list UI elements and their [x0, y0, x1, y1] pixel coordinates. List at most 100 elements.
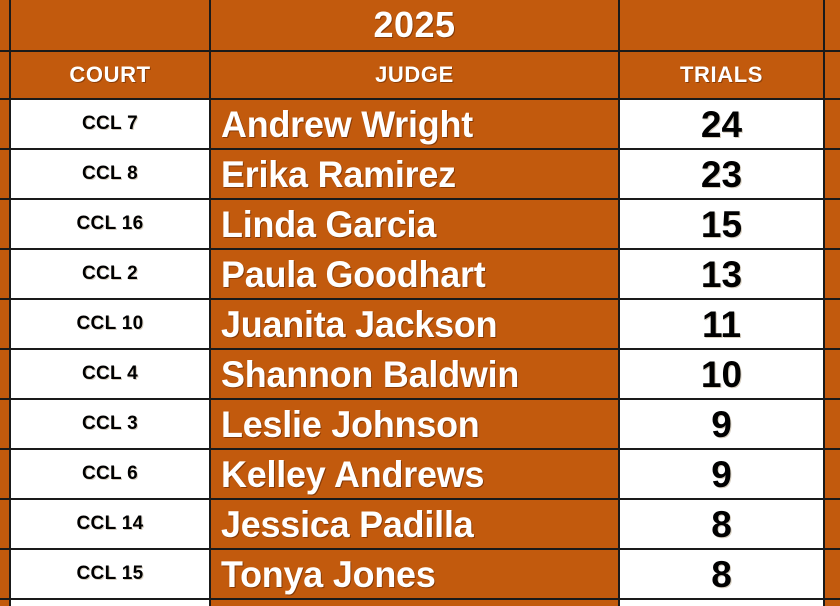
cell-trials-value: 9 [711, 403, 732, 445]
table-row[interactable]: CCL 10 Juanita Jackson 11 [0, 300, 840, 350]
cell-court[interactable]: CCL 8 [9, 150, 211, 198]
cell-trials[interactable]: 10 [620, 350, 825, 398]
row-right-gutter [825, 350, 840, 398]
cell-court[interactable]: CCL 15 [9, 550, 211, 598]
cell-court-label: CCL 16 [76, 213, 144, 234]
table-header-row: COURT JUDGE TRIALS [0, 52, 840, 100]
table-row[interactable]: CCL 2 Paula Goodhart 13 [0, 250, 840, 300]
cell-court[interactable]: CCL 4 [9, 350, 211, 398]
cell-court-label: CCL 8 [81, 163, 139, 184]
row-left-gutter [0, 350, 9, 398]
table-row[interactable]: CCL 6 Kelley Andrews 9 [0, 450, 840, 500]
table-row[interactable]: CCL 4 Shannon Baldwin 10 [0, 350, 840, 400]
cell-trials-value: 23 [700, 153, 743, 195]
table-row[interactable]: CCL 3 Leslie Johnson 9 [0, 400, 840, 450]
cell-trials-value: 10 [700, 353, 743, 395]
row-right-gutter [825, 550, 840, 598]
cell-trials[interactable]: 15 [620, 200, 825, 248]
cell-trials-value: 8 [711, 553, 732, 595]
column-header-trials[interactable]: TRIALS [620, 52, 825, 98]
title-year-cell: 2025 [211, 0, 620, 50]
row-left-gutter [0, 100, 9, 148]
cell-judge-label: Kelley Andrews [221, 453, 485, 495]
cell-court[interactable]: CCL 3 [9, 400, 211, 448]
cell-judge-label: Paula Goodhart [221, 253, 486, 295]
table-row[interactable]: CCL 15 Tonya Jones 8 [0, 550, 840, 600]
cell-court-label: CCL 6 [81, 463, 139, 484]
column-header-judge-label: JUDGE [375, 62, 454, 87]
column-header-judge[interactable]: JUDGE [211, 52, 620, 98]
cell-judge[interactable]: Leslie Johnson [211, 400, 620, 448]
table-title-row: 2025 [0, 0, 840, 52]
table-row[interactable]: CCL 14 Jessica Padilla 8 [0, 500, 840, 550]
cell-trials[interactable]: 8 [620, 550, 825, 598]
cell-judge-label: Juanita Jackson [221, 303, 498, 345]
cell-court[interactable]: CCL 14 [9, 500, 211, 548]
cell-court-label: CCL 10 [76, 313, 144, 334]
header-right-gutter [825, 52, 840, 98]
row-left-gutter [0, 300, 9, 348]
cell-court-label: CCL 2 [81, 263, 139, 284]
cell-judge[interactable]: Andrew Wright [211, 100, 620, 148]
column-header-trials-label: TRIALS [679, 62, 764, 87]
cell-court[interactable]: CCL 7 [9, 100, 211, 148]
cell-judge-label: Tonya Jones [221, 553, 436, 595]
cell-trials-value: 13 [700, 253, 743, 295]
column-header-court-label: COURT [69, 62, 151, 87]
table-row[interactable]: CCL 7 Andrew Wright 24 [0, 100, 840, 150]
cell-trials-value: 9 [711, 453, 732, 495]
cell-trials[interactable]: 9 [620, 400, 825, 448]
cell-judge[interactable]: Paula Goodhart [211, 250, 620, 298]
cell-trials[interactable]: 23 [620, 150, 825, 198]
row-right-gutter [825, 450, 840, 498]
cell-judge[interactable]: Jessica Padilla [211, 500, 620, 548]
cell-court-label: CCL 15 [76, 563, 144, 584]
column-header-court[interactable]: COURT [9, 52, 211, 98]
table-row[interactable]: CCL 8 Erika Ramirez 23 [0, 150, 840, 200]
header-left-gutter [0, 52, 9, 98]
cell-judge-label: Linda Garcia [221, 203, 437, 245]
cell-judge-label: Andrew Wright [221, 103, 474, 145]
partial-judge-cell [211, 600, 620, 606]
cell-trials[interactable]: 8 [620, 500, 825, 548]
cell-court-label: CCL 4 [81, 363, 139, 384]
cell-judge-label: Shannon Baldwin [221, 353, 520, 395]
cell-trials[interactable]: 24 [620, 100, 825, 148]
cell-court[interactable]: CCL 6 [9, 450, 211, 498]
row-left-gutter [0, 400, 9, 448]
row-left-gutter [0, 150, 9, 198]
row-left-gutter [0, 200, 9, 248]
cell-judge-label: Jessica Padilla [221, 503, 474, 545]
cell-judge[interactable]: Shannon Baldwin [211, 350, 620, 398]
cell-court[interactable]: CCL 2 [9, 250, 211, 298]
cell-court-label: CCL 14 [76, 513, 144, 534]
cell-trials[interactable]: 11 [620, 300, 825, 348]
row-right-gutter [825, 250, 840, 298]
page-title: 2025 [373, 4, 456, 45]
row-left-gutter [0, 500, 9, 548]
row-right-gutter [825, 400, 840, 448]
cell-judge[interactable]: Tonya Jones [211, 550, 620, 598]
partial-left-gutter [0, 600, 9, 606]
row-right-gutter [825, 500, 840, 548]
table-row[interactable]: CCL 16 Linda Garcia 15 [0, 200, 840, 250]
cell-trials[interactable]: 13 [620, 250, 825, 298]
cell-court-label: CCL 3 [81, 413, 139, 434]
cell-court-label: CCL 7 [81, 113, 139, 134]
cell-trials-value: 24 [700, 103, 743, 145]
cell-judge-label: Erika Ramirez [221, 153, 456, 195]
title-right-gutter [825, 0, 840, 50]
partial-trials-cell [620, 600, 825, 606]
row-left-gutter [0, 450, 9, 498]
cell-judge[interactable]: Erika Ramirez [211, 150, 620, 198]
cell-court[interactable]: CCL 10 [9, 300, 211, 348]
cell-judge[interactable]: Kelley Andrews [211, 450, 620, 498]
cell-judge[interactable]: Juanita Jackson [211, 300, 620, 348]
cell-trials[interactable]: 9 [620, 450, 825, 498]
title-left-gutter [0, 0, 9, 50]
row-right-gutter [825, 300, 840, 348]
cell-judge[interactable]: Linda Garcia [211, 200, 620, 248]
cell-court[interactable]: CCL 16 [9, 200, 211, 248]
row-left-gutter [0, 250, 9, 298]
